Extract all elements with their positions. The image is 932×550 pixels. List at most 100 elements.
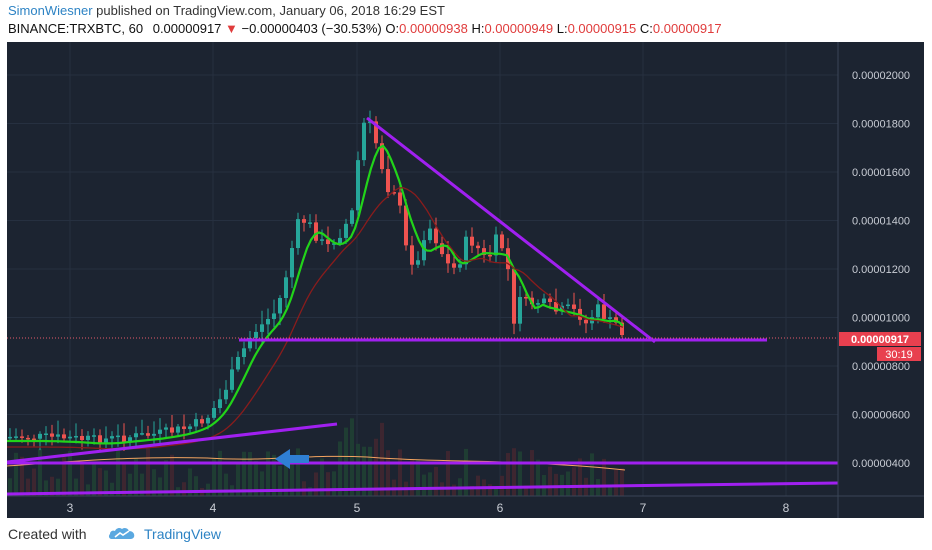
candle-body	[386, 169, 390, 193]
volume-bar	[428, 472, 432, 496]
candle-body	[14, 436, 18, 438]
candle-body	[146, 433, 150, 436]
candle-body	[392, 192, 396, 194]
volume-bar	[284, 456, 288, 496]
candle-body	[416, 260, 420, 265]
candlesticks	[8, 110, 624, 452]
candle-body	[554, 301, 558, 312]
time-tick-label: 5	[354, 501, 361, 515]
volume-bar	[266, 451, 270, 496]
candle-body	[488, 254, 492, 257]
tradingview-cloud-icon[interactable]	[108, 525, 138, 541]
candle-body	[122, 435, 126, 442]
trendline	[366, 116, 656, 344]
chart-canvas[interactable]: 0.00002000 0.00001800 0.00001600 0.00001400…	[7, 42, 924, 518]
volume-bar	[206, 483, 210, 496]
candle-body	[194, 419, 198, 427]
volume-bar	[38, 449, 42, 496]
candle-body	[254, 331, 258, 339]
candle-body	[302, 219, 306, 223]
candle-body	[524, 296, 528, 299]
volume-bar	[308, 487, 312, 496]
candle-body	[500, 234, 504, 249]
current-price-text: 0.00000917	[851, 334, 909, 346]
volume-bar	[386, 450, 390, 496]
volume-bar	[8, 478, 12, 496]
volume-bar	[194, 476, 198, 496]
candle-body	[8, 436, 12, 439]
author-link[interactable]: SimonWiesner	[8, 3, 93, 18]
volume-bar	[536, 459, 540, 496]
countdown-text: 30:19	[885, 349, 913, 361]
tradingview-link[interactable]: TradingView	[144, 526, 222, 542]
candle-body	[92, 435, 96, 437]
price-chart[interactable]: 0.00002000 0.00001800 0.00001600 0.00001400…	[7, 42, 924, 518]
candle-body	[182, 426, 186, 429]
candle-body	[110, 436, 114, 439]
price-tick-label: 0.00000600	[852, 410, 910, 422]
current-price-tag: 0.00000917	[839, 332, 921, 346]
chart-header: SimonWiesner published on TradingView.co…	[0, 0, 932, 42]
price-tick-label: 0.00001800	[852, 119, 910, 131]
volume-bar	[362, 446, 366, 496]
volume-bar	[164, 460, 168, 496]
close-value: 0.00000917	[652, 21, 722, 36]
candle-body	[350, 210, 354, 224]
volume-bar	[224, 473, 228, 496]
volume-bar	[380, 422, 384, 496]
candle-body	[32, 438, 36, 441]
volume-bar	[134, 458, 138, 496]
candle-body	[614, 317, 618, 323]
candle-body	[284, 277, 288, 299]
candle-body	[248, 338, 252, 349]
low-value: 0.00000915	[567, 21, 637, 36]
ma-line	[7, 187, 624, 450]
volume-bar	[26, 478, 30, 496]
time-tick-label: 3	[67, 501, 74, 515]
candle-body	[548, 298, 552, 302]
trendline	[7, 422, 338, 464]
candle-body	[44, 433, 48, 436]
volume-bar	[332, 471, 336, 496]
candle-body	[326, 239, 330, 245]
close-label: C:	[639, 21, 653, 36]
candle-body	[314, 222, 318, 241]
volume-bar	[290, 459, 294, 496]
open-label: O:	[385, 21, 400, 36]
volume-bar	[104, 470, 108, 496]
candle-body	[128, 437, 132, 442]
ema-line	[7, 144, 624, 445]
candle-body	[80, 435, 84, 441]
candle-body	[362, 122, 366, 161]
candle-body	[398, 192, 402, 206]
volume-bar	[590, 453, 594, 496]
high-value: 0.00000949	[484, 21, 554, 36]
candle-body	[434, 228, 438, 244]
low-label: L:	[556, 21, 568, 36]
volume-bar	[68, 450, 72, 496]
volume-bar	[614, 469, 618, 496]
candle-body	[458, 264, 462, 268]
volume-bar	[260, 471, 264, 496]
volume-bar	[338, 441, 342, 496]
volume-bar	[74, 478, 78, 496]
candle-body	[356, 160, 360, 211]
volume-bar	[446, 451, 450, 496]
symbol-label[interactable]: BINANCE:TRXBTC, 60	[8, 21, 144, 36]
candle-body	[428, 228, 432, 241]
volume-bar	[488, 484, 492, 496]
candle-body	[56, 434, 60, 437]
price-tick-label: 0.00001600	[852, 167, 910, 179]
volume-bar	[122, 462, 126, 496]
volume-bar	[476, 475, 480, 496]
volume-bar	[320, 458, 324, 496]
countdown-tag: 30:19	[877, 347, 921, 361]
volume-bar	[14, 452, 18, 496]
candle-body	[212, 407, 216, 418]
volume-bar	[452, 484, 456, 496]
volume-bar	[524, 485, 528, 496]
last-price: 0.00000917	[152, 21, 222, 36]
candle-body	[206, 417, 210, 424]
volume-bar	[50, 476, 54, 496]
candle-body	[542, 298, 546, 304]
